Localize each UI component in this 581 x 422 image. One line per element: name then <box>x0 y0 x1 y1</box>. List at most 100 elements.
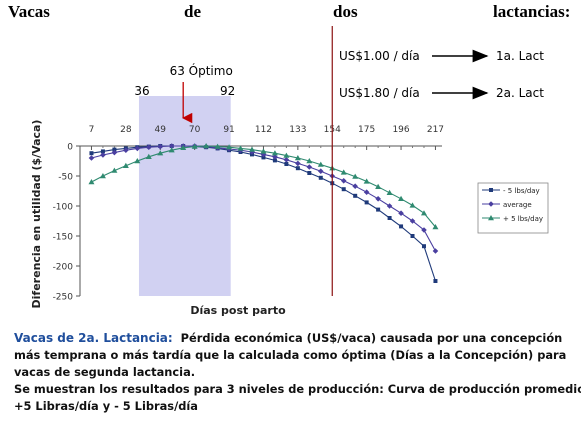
x-tick-label: 217 <box>427 125 444 135</box>
series-1-point <box>272 158 277 163</box>
heading-word-3: dos <box>333 2 358 21</box>
series-1-point <box>410 234 415 238</box>
series-2-point <box>100 152 106 158</box>
series-3-point <box>420 210 427 216</box>
series-2-point <box>88 155 95 161</box>
series-3-point <box>340 169 347 175</box>
series-3-point <box>363 178 370 184</box>
series-3-point <box>237 145 244 151</box>
series-2-point <box>306 164 313 170</box>
y-tick-label: -100 <box>53 203 74 213</box>
x-tick-label: 175 <box>358 125 375 135</box>
series-3-point <box>294 155 301 161</box>
series-2-point <box>398 210 404 216</box>
series-3-point <box>317 161 324 167</box>
series-2-point <box>363 189 370 195</box>
series-1-point <box>100 149 105 154</box>
heading-word-1: Vacas <box>8 2 50 21</box>
series-3-point <box>111 167 118 173</box>
series-3-point <box>88 179 95 185</box>
heading-word-4: lactancias: <box>493 2 571 21</box>
series-3-point <box>99 173 106 179</box>
series-3-point <box>122 162 129 168</box>
series-3-point <box>191 143 198 149</box>
x-tick-label: 133 <box>289 125 306 135</box>
series-2-point <box>340 178 347 184</box>
series-3-point <box>260 148 267 154</box>
series-3-point <box>203 143 210 149</box>
series-1-point <box>387 216 392 220</box>
caption-line-1-rest: Pérdida económica (US$/vaca) causada por… <box>172 331 563 345</box>
series-1-point <box>89 151 94 156</box>
legend-marker-2 <box>488 201 494 207</box>
heading-word-2: de <box>184 2 201 21</box>
x-tick-label: 196 <box>392 125 409 135</box>
series-1-point <box>364 200 369 205</box>
series-2-point <box>409 218 416 224</box>
annotation-price-1: US$1.00 / día <box>339 49 420 63</box>
series-2-point <box>134 145 141 152</box>
legend-marker-3 <box>488 215 494 221</box>
series-3-point <box>375 183 382 189</box>
series-3-point <box>306 158 313 164</box>
series-2-point <box>421 227 427 233</box>
series-3-point <box>409 202 416 208</box>
series-1-point <box>421 244 426 249</box>
series-3-point <box>134 158 141 164</box>
annotation-price-2: US$1.80 / día <box>339 86 420 100</box>
caption-line-4: Se muestran los resultados para 3 nivele… <box>14 382 581 396</box>
caption-line-2: más temprana o más tardía que la calcula… <box>14 348 567 362</box>
annotation-target-2: 2a. Lact <box>496 86 544 100</box>
y-tick-label: -50 <box>58 173 73 183</box>
optimum-label: 63 Óptimo <box>170 63 233 78</box>
series-3-point <box>398 195 405 201</box>
range-start-label: 36 <box>134 84 149 98</box>
legend-label-3: + 5 lbs/day <box>503 215 543 223</box>
caption-line-5: +5 Libras/día y - 5 Libras/día <box>14 399 198 413</box>
legend-label-2: average <box>503 201 532 209</box>
x-tick-label: 91 <box>223 125 234 135</box>
caption-line-1: Vacas de 2a. Lactancia: Pérdida económic… <box>14 330 574 347</box>
series-3-point <box>283 152 290 158</box>
y-tick-label: -200 <box>53 263 74 273</box>
series-3-point <box>386 189 393 195</box>
series-2-point <box>272 154 278 160</box>
series-1-point <box>399 224 404 229</box>
x-tick-label: 70 <box>189 125 201 135</box>
series-1-point <box>261 155 266 160</box>
x-tick-label: 28 <box>120 125 132 135</box>
series-2-point <box>157 143 164 150</box>
x-tick-label: 112 <box>255 125 272 135</box>
series-2-point <box>317 168 324 174</box>
caption-lead: Vacas de 2a. Lactancia: <box>14 331 173 345</box>
caption-line-3: vacas de segunda lactancia. <box>14 365 196 379</box>
x-axis-title: Días post parto <box>190 304 286 317</box>
series-3-point <box>352 173 359 179</box>
series-3-point <box>248 146 255 152</box>
series-1-point <box>295 166 300 171</box>
series-3-point <box>157 150 164 156</box>
series-1-point <box>318 175 323 180</box>
series-1-point <box>112 147 117 152</box>
x-tick-label: 49 <box>155 125 167 135</box>
series-2-point <box>283 157 290 163</box>
series-2-point <box>111 149 118 156</box>
series-3-point <box>432 224 439 230</box>
series-2-point <box>386 203 393 209</box>
series-3-point <box>214 143 221 149</box>
x-tick-label: 7 <box>89 125 95 135</box>
series-2-point <box>432 248 439 254</box>
series-3-point <box>168 147 175 153</box>
series-3-point <box>180 144 187 150</box>
y-tick-label: -250 <box>53 293 74 303</box>
series-1-point <box>353 193 358 198</box>
series-2-point <box>375 196 381 202</box>
heading: Vacas de dos lactancias: <box>0 0 581 24</box>
annotation-target-1: 1a. Lact <box>496 49 544 63</box>
series-1-point <box>341 187 346 192</box>
caption: Vacas de 2a. Lactancia: Pérdida económic… <box>14 330 581 415</box>
optimal-range-band <box>138 96 231 296</box>
series-3-point <box>145 153 152 159</box>
y-axis-title: Diferencia en utilidad ($/Vaca) <box>30 120 43 309</box>
